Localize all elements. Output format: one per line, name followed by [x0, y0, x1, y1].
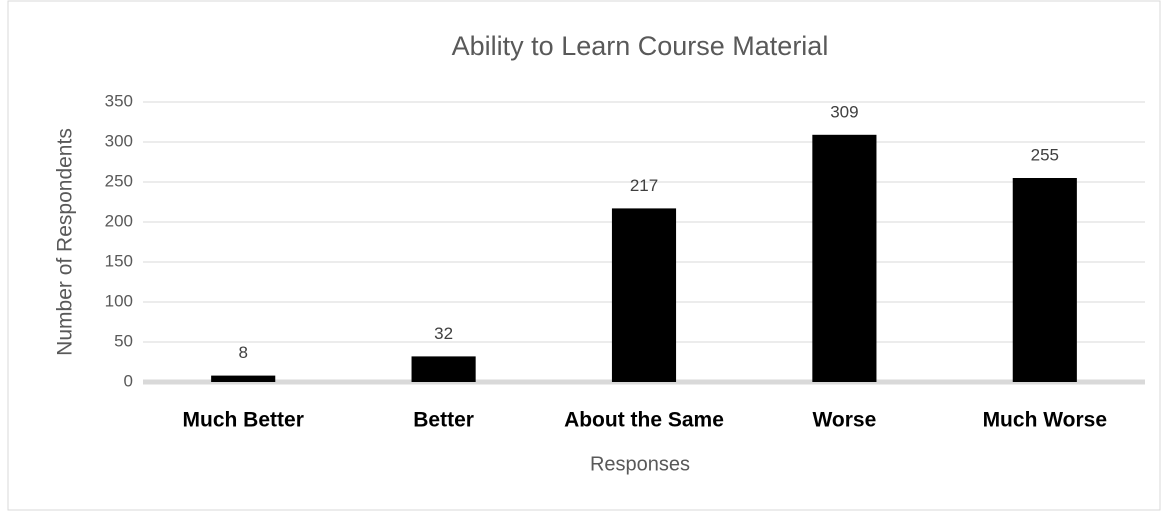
x-tick-label: About the Same [564, 409, 724, 432]
y-tick-label: 100 [105, 291, 133, 310]
y-tick-label: 50 [114, 331, 133, 350]
x-tick-label: Much Better [183, 409, 304, 432]
bar [812, 134, 877, 382]
bar [211, 375, 276, 382]
data-label: 32 [434, 324, 453, 343]
bar [1012, 178, 1077, 382]
data-label: 8 [238, 343, 247, 362]
data-label: 255 [1031, 145, 1059, 164]
y-axis-label: Number of Respondents [54, 128, 77, 356]
data-label: 309 [830, 102, 858, 121]
x-tick-label: Much Worse [983, 409, 1107, 432]
x-axis-label: Responses [590, 453, 690, 475]
y-tick-label: 300 [105, 131, 133, 150]
chart-border [7, 0, 1161, 511]
data-label: 217 [630, 176, 658, 195]
x-tick-label: Better [413, 409, 474, 432]
y-tick-label: 0 [124, 371, 133, 390]
y-tick-label: 150 [105, 251, 133, 270]
y-tick-label: 250 [105, 171, 133, 190]
x-tick-label: Worse [812, 409, 876, 432]
chart-title: Ability to Learn Course Material [452, 31, 829, 61]
bar [411, 356, 476, 382]
bar [611, 208, 677, 382]
y-tick-label: 350 [105, 91, 133, 110]
y-tick-label: 200 [105, 211, 133, 230]
